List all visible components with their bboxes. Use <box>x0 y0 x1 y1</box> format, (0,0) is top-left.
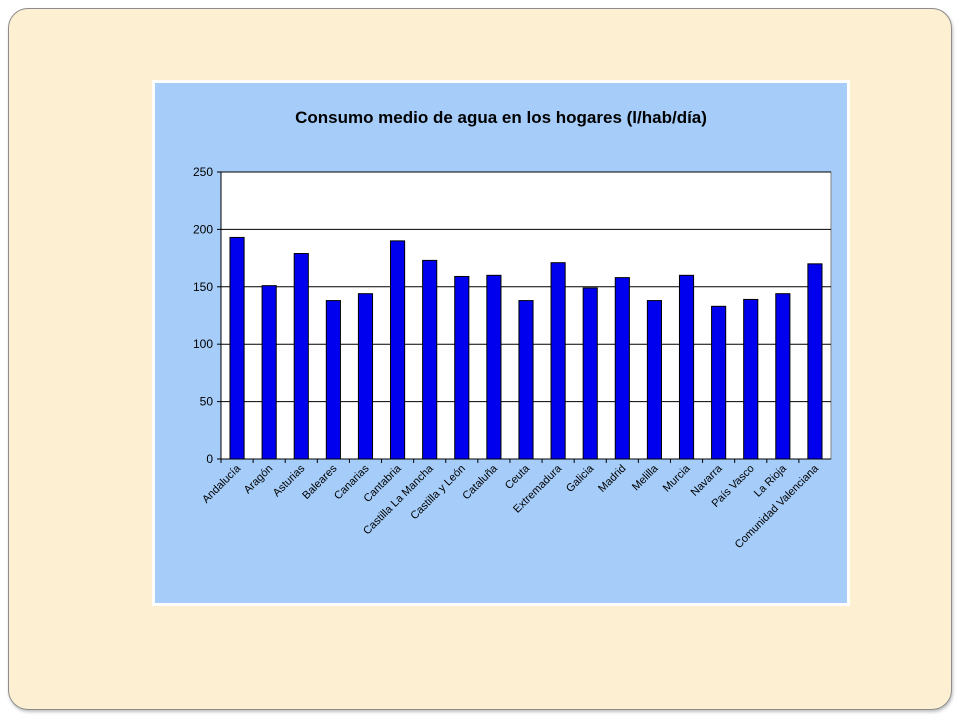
y-tick-label: 200 <box>193 222 213 236</box>
bar-chart: Consumo medio de agua en los hogares (l/… <box>193 108 832 551</box>
bar <box>807 263 823 460</box>
bar <box>486 274 502 460</box>
bar <box>550 262 566 460</box>
x-tick-label: Galicia <box>564 462 597 495</box>
x-tick-label: Cataluña <box>460 462 500 502</box>
chart-title: Consumo medio de agua en los hogares (l/… <box>295 108 707 127</box>
bar <box>229 236 245 460</box>
bar <box>422 259 438 460</box>
x-tick-label: Ceuta <box>503 462 533 492</box>
bar <box>711 305 727 460</box>
y-tick-label: 100 <box>193 337 213 351</box>
bar <box>646 300 662 460</box>
bar <box>325 300 341 460</box>
bar <box>454 275 470 460</box>
bar <box>518 300 534 460</box>
chart-frame: Consumo medio de agua en los hogares (l/… <box>152 80 850 606</box>
y-tick-label: 250 <box>193 165 213 179</box>
bar <box>293 253 309 460</box>
bar <box>357 293 374 460</box>
bar <box>261 285 277 460</box>
bar <box>390 240 406 460</box>
bar <box>614 277 630 460</box>
x-tick-label: Andalucía <box>200 462 244 506</box>
bar <box>775 293 791 460</box>
y-tick-label: 50 <box>200 395 214 409</box>
y-tick-label: 150 <box>193 280 213 294</box>
bar <box>678 274 695 460</box>
y-tick-label: 0 <box>206 452 213 466</box>
bar <box>743 298 759 460</box>
x-tick-label: Melilla <box>630 462 661 493</box>
x-tick-label: Madrid <box>596 463 628 495</box>
bar <box>582 287 598 460</box>
